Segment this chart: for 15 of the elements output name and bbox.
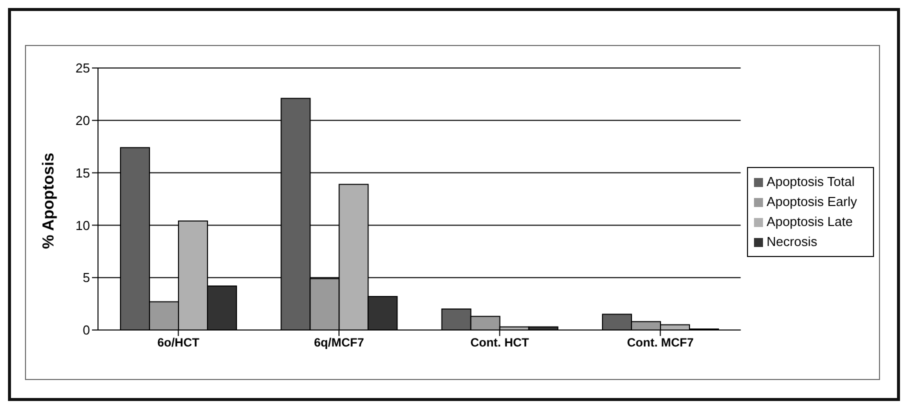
- legend-label: Necrosis: [766, 234, 818, 249]
- x-tick-label: 6q/MCF7: [314, 336, 364, 350]
- y-tick-label: 0: [82, 322, 90, 338]
- y-tick-label: 25: [76, 60, 90, 76]
- x-tick-label: Cont. HCT: [470, 336, 530, 350]
- legend-label: Apoptosis Early: [766, 194, 857, 209]
- y-axis-title: % Apoptosis: [40, 152, 58, 249]
- y-tick-label: 5: [82, 270, 90, 286]
- legend-label: Apoptosis Total: [766, 174, 855, 189]
- x-tick-label: Cont. MCF7: [627, 336, 694, 350]
- x-tick-label: 6o/HCT: [157, 336, 200, 350]
- y-tick-label: 15: [76, 165, 90, 180]
- y-tick-label: 20: [76, 113, 90, 128]
- legend-label: Apoptosis Late: [766, 214, 853, 229]
- y-tick-label: 10: [76, 218, 90, 233]
